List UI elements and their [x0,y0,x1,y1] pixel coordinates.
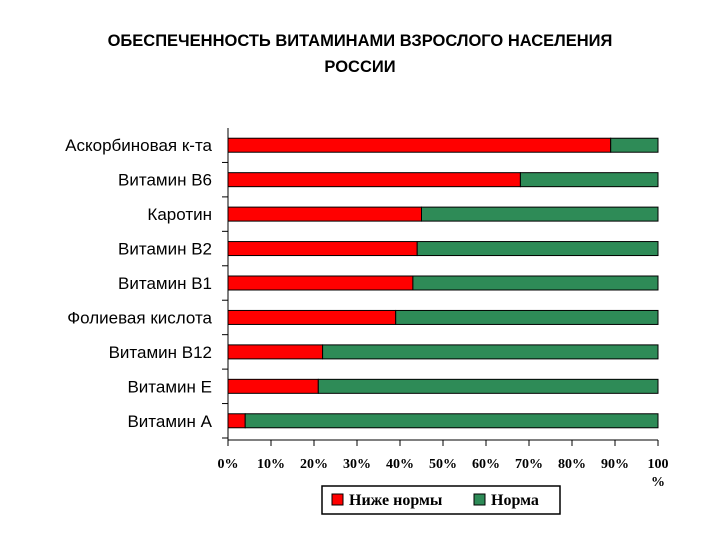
category-label: Витамин A [127,412,212,431]
x-unit-label: % [651,475,665,490]
bar-below-norm-6 [227,344,324,360]
x-tick-label: 0% [218,457,239,472]
legend-box [321,485,561,515]
bar-below-norm-1 [227,172,521,188]
bar-below-norm-2 [227,206,422,222]
bar-norm-6 [322,344,659,360]
legend-swatch-below-norm [331,493,344,506]
category-label: Витамин B12 [109,343,212,362]
category-label: Витамин B6 [118,171,212,190]
x-tick-label: 100 [648,457,669,472]
bar-norm-3 [416,241,659,257]
x-tick-label: 50% [429,457,457,472]
bar-norm-5 [395,309,659,325]
x-tick-label: 10% [257,457,285,472]
category-label: Витамин E [127,377,212,396]
x-tick-label: 20% [300,457,328,472]
bar-below-norm-4 [227,275,414,291]
x-tick-label: 80% [558,457,586,472]
chart-title-line1: ОБЕСПЕЧЕННОСТЬ ВИТАМИНАМИ ВЗРОСЛОГО НАСЕ… [107,32,613,50]
category-label: Витамин B1 [118,274,212,293]
bar-norm-0 [610,137,659,153]
x-tick-label: 60% [472,457,500,472]
bar-norm-8 [244,413,659,429]
category-label: Витамин B2 [118,240,212,259]
bar-below-norm-0 [227,137,612,153]
category-label: Фолиевая кислота [67,308,212,327]
x-tick-label: 30% [343,457,371,472]
chart-title-line2: РОССИИ [324,58,396,76]
x-tick-label: 90% [601,457,629,472]
category-label: Каротин [147,205,212,224]
x-tick-label: 70% [515,457,543,472]
chart-title: ОБЕСПЕЧЕННОСТЬ ВИТАМИНАМИ ВЗРОСЛОГО НАСЕ… [0,28,720,80]
bar-norm-7 [317,378,659,394]
legend-label-norm: Норма [491,492,539,509]
bar-norm-4 [412,275,659,291]
bar-below-norm-5 [227,309,397,325]
legend-swatch-norm [473,493,486,506]
bar-below-norm-3 [227,241,418,257]
bar-below-norm-7 [227,378,319,394]
bar-below-norm-8 [227,413,246,429]
bar-norm-1 [519,172,659,188]
category-label: Аскорбиновая к-та [65,136,212,155]
x-tick-label: 40% [386,457,414,472]
legend-label-below-norm: Ниже нормы [349,492,443,509]
bar-norm-2 [421,206,659,222]
